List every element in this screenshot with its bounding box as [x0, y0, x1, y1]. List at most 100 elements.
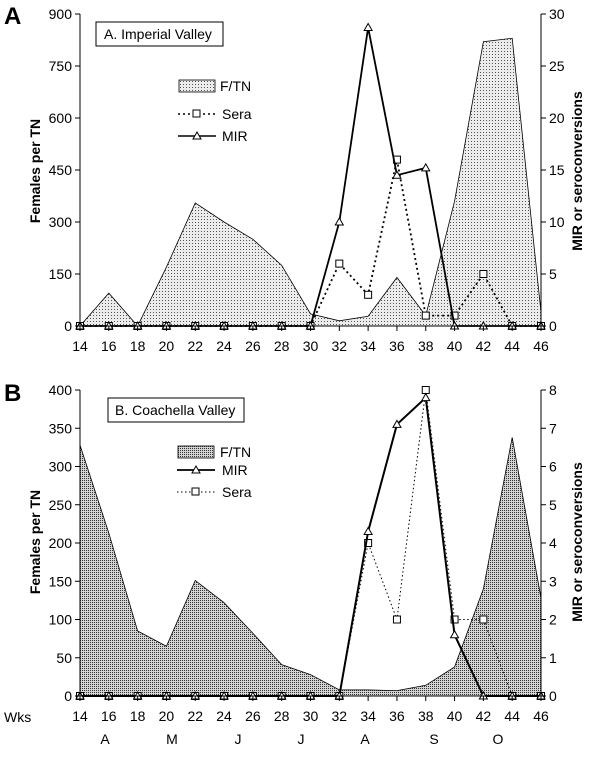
month-label-6: O — [493, 731, 504, 747]
legend-label-ftn-b: F/TN — [220, 444, 251, 460]
right-axis-label-a: MIR or seroconversions — [569, 91, 585, 251]
left-axis-label-b: Females per TN — [27, 490, 43, 594]
legend-swatch-ftn-b — [177, 445, 215, 459]
right-tick-label-b-6: 6 — [549, 459, 557, 475]
x-tick-label-b-13: 40 — [447, 708, 463, 724]
left-tick-label-b-5: 250 — [49, 497, 73, 513]
x-tick-label-b-11: 36 — [389, 708, 405, 724]
left-tick-label-a-2: 300 — [49, 214, 73, 230]
right-tick-label-b-0: 0 — [549, 688, 557, 704]
legend-label-mir-b: MIR — [222, 462, 248, 478]
x-tick-label-a-5: 24 — [216, 338, 232, 354]
x-tick-label-b-14: 42 — [476, 708, 492, 724]
left-tick-label-b-4: 200 — [49, 535, 73, 551]
x-tick-label-a-14: 42 — [476, 338, 492, 354]
point-mir-b-10 — [363, 526, 373, 536]
left-tick-label-b-3: 150 — [49, 573, 73, 589]
point-sera-a-14 — [479, 270, 488, 278]
title-box-a: A. Imperial Valley — [95, 21, 224, 47]
month-label-0: A — [100, 731, 110, 747]
right-tick-label-a-0: 0 — [549, 318, 557, 334]
x-tick-label-b-15: 44 — [504, 708, 520, 724]
point-mir-b-11 — [392, 419, 402, 428]
legend-b: F/TN MIR Sera — [177, 444, 252, 500]
legend-label-mir-a: MIR — [222, 128, 248, 144]
point-sera-a-12 — [421, 311, 430, 320]
right-tick-label-b-5: 5 — [549, 497, 557, 513]
x-tick-label-a-15: 44 — [504, 338, 520, 354]
legend-label-ftn-a: F/TN — [220, 78, 251, 94]
x-tick-label-a-12: 38 — [418, 338, 434, 354]
legend-label-sera-a: Sera — [222, 106, 252, 122]
right-axis-label-b: MIR or seroconversions — [569, 462, 585, 622]
x-tick-label-a-0: 14 — [72, 338, 88, 354]
point-sera-b-13 — [450, 615, 459, 624]
x-tick-label-a-11: 36 — [389, 338, 405, 354]
point-mir-a-10 — [363, 22, 373, 32]
x-tick-label-b-10: 34 — [360, 708, 376, 724]
x-tick-label-b-1: 16 — [101, 708, 117, 724]
left-tick-label-b-7: 350 — [49, 420, 73, 436]
right-tick-label-a-1: 5 — [549, 266, 557, 282]
point-sera-a-10 — [364, 290, 373, 299]
left-tick-label-a-6: 900 — [49, 6, 73, 22]
x-tick-label-a-13: 40 — [447, 338, 463, 354]
left-tick-label-b-2: 100 — [49, 612, 73, 628]
right-tick-label-b-3: 3 — [549, 573, 557, 589]
panel-letter-a: A — [4, 3, 21, 30]
legend-marker-mir-b — [191, 464, 201, 474]
right-tick-label-a-2: 10 — [549, 214, 565, 230]
left-tick-label-b-6: 300 — [49, 459, 73, 475]
right-tick-label-b-1: 1 — [549, 650, 557, 666]
x-tick-label-b-12: 38 — [418, 708, 434, 724]
panel-letter-b: B — [4, 380, 21, 407]
legend-a: F/TN Sera MIR — [178, 78, 252, 144]
left-tick-label-b-8: 400 — [49, 382, 73, 398]
point-mir-a-12 — [420, 162, 431, 172]
right-tick-label-b-2: 2 — [549, 612, 557, 628]
left-axis-label-a: Females per TN — [27, 119, 43, 223]
x-tick-label-b-2: 18 — [130, 708, 146, 724]
x-tick-label-b-3: 20 — [159, 708, 175, 724]
x-tick-label-a-6: 26 — [245, 338, 261, 354]
month-label-2: J — [235, 731, 242, 747]
series-area-ftn-a — [79, 37, 542, 327]
x-tick-label-a-9: 32 — [332, 338, 348, 354]
right-tick-label-a-4: 20 — [549, 110, 565, 126]
x-tick-label-a-2: 18 — [130, 338, 146, 354]
x-tick-label-b-8: 30 — [303, 708, 319, 724]
point-mir-b-12 — [420, 392, 431, 402]
left-tick-label-a-0: 0 — [64, 318, 72, 334]
left-tick-label-a-1: 150 — [49, 266, 73, 282]
chart-title-b: B. Coachella Valley — [115, 402, 235, 418]
left-tick-label-a-4: 600 — [49, 110, 73, 126]
left-tick-label-a-5: 750 — [49, 58, 73, 74]
legend-marker-mir-a — [192, 130, 202, 140]
x-tick-label-a-16: 46 — [533, 338, 549, 354]
legend-label-sera-b: Sera — [222, 484, 252, 500]
x-tick-label-b-0: 14 — [72, 708, 88, 724]
panel-b: B Females per TN MIR or seroconversions … — [4, 380, 585, 747]
x-tick-label-a-4: 22 — [187, 338, 203, 354]
right-tick-label-b-4: 4 — [549, 535, 557, 551]
chart-title-a: A. Imperial Valley — [104, 26, 212, 42]
legend-marker-sera-a — [192, 109, 201, 118]
left-tick-label-b-1: 50 — [56, 650, 72, 666]
month-label-3: J — [298, 731, 305, 747]
month-label-4: A — [360, 731, 370, 747]
x-tick-label-b-16: 46 — [533, 708, 549, 724]
point-sera-a-9 — [335, 259, 344, 268]
point-sera-b-11 — [392, 615, 401, 624]
right-tick-label-a-5: 25 — [549, 58, 565, 74]
x-tick-label-b-6: 26 — [245, 708, 261, 724]
right-tick-label-a-3: 15 — [549, 162, 565, 178]
x-tick-label-b-9: 32 — [332, 708, 348, 724]
legend-marker-sera-b — [191, 487, 200, 496]
panel-a: A Females per TN MIR or seroconversions … — [4, 3, 585, 354]
left-tick-label-a-3: 450 — [49, 162, 73, 178]
point-mir-a-11 — [392, 170, 402, 179]
right-tick-label-b-7: 7 — [549, 420, 557, 436]
